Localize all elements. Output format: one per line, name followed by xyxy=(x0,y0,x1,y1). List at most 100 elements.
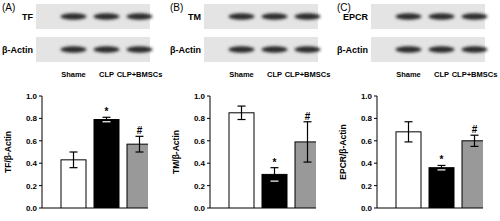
y-tick-label: 0.6 xyxy=(361,137,373,146)
blot-band xyxy=(429,13,455,19)
blot-band xyxy=(295,13,321,19)
blot-band xyxy=(462,13,488,19)
y-tick-label: 0.8 xyxy=(26,114,38,123)
y-tick-label: 0.6 xyxy=(26,137,38,146)
y-tick-label: 1.0 xyxy=(361,92,373,101)
y-axis xyxy=(42,96,43,208)
error-bar xyxy=(271,168,279,181)
bar xyxy=(295,142,316,208)
bars xyxy=(229,106,316,208)
bar xyxy=(429,168,454,208)
blot-label: TF xyxy=(22,12,33,22)
category-label: CLP+BMSCs xyxy=(452,70,498,79)
y-tick-label: 0.8 xyxy=(361,114,373,123)
blot-band xyxy=(396,46,422,52)
y-tick xyxy=(374,140,377,141)
error-bar xyxy=(438,165,446,169)
blot-label: β-Actin xyxy=(2,45,33,55)
y-tick-label: 0.6 xyxy=(194,137,206,146)
y-tick-label: 0.8 xyxy=(194,114,206,123)
error-bar xyxy=(304,122,312,162)
category-label: Shame xyxy=(229,70,254,79)
blot-band xyxy=(61,13,87,19)
significance-mark: # xyxy=(472,124,478,135)
y-tick xyxy=(374,96,377,97)
error-bar xyxy=(405,122,413,142)
y-axis xyxy=(377,96,378,208)
bar xyxy=(94,120,119,208)
y-tick xyxy=(39,140,42,141)
bars xyxy=(61,117,148,208)
y-tick-label: 0.2 xyxy=(361,182,373,191)
y-tick xyxy=(207,208,210,209)
y-tick xyxy=(374,185,377,186)
y-axis-label: TM/β-Actin xyxy=(171,130,181,174)
y-tick-label: 0.2 xyxy=(194,182,206,191)
blot-band xyxy=(127,46,153,52)
error-bar xyxy=(103,117,111,121)
panel-label: (B) xyxy=(170,2,183,13)
y-tick xyxy=(374,118,377,119)
significance-mark: * xyxy=(273,157,277,168)
error-bar xyxy=(70,152,78,168)
blot-label: β-Actin xyxy=(337,45,368,55)
y-tick xyxy=(374,163,377,164)
bar xyxy=(396,132,421,208)
y-tick xyxy=(39,208,42,209)
y-tick-label: 0.0 xyxy=(361,204,373,213)
bar xyxy=(462,141,483,208)
blot-band xyxy=(94,13,120,19)
blot-label: EPCR xyxy=(343,12,369,22)
blot-band xyxy=(229,46,255,52)
blot-band xyxy=(429,46,455,52)
y-tick-label: 1.0 xyxy=(26,92,38,101)
blot-band xyxy=(94,46,120,52)
y-tick xyxy=(374,208,377,209)
y-axis-label: TF/β-Actin xyxy=(3,131,13,173)
y-tick-label: 0.0 xyxy=(26,204,38,213)
significance-mark: * xyxy=(105,106,109,117)
blot-band xyxy=(127,13,153,19)
panel-label: (A) xyxy=(2,2,15,13)
category-label: CLP+BMSCs xyxy=(117,70,163,79)
bar xyxy=(127,144,148,208)
error-bar xyxy=(136,136,144,152)
blot-band xyxy=(229,13,255,19)
y-tick xyxy=(39,163,42,164)
category-label: CLP xyxy=(434,70,449,79)
y-tick xyxy=(39,96,42,97)
category-label: Shame xyxy=(61,70,86,79)
blot-band xyxy=(262,46,288,52)
y-tick xyxy=(207,96,210,97)
blot-label: β-Actin xyxy=(170,45,201,55)
error-bar xyxy=(238,106,246,119)
panel: (C)EPCRβ-ActinShameCLPCLP+BMSCs0.00.20.4… xyxy=(337,2,497,213)
blot-band xyxy=(262,13,288,19)
y-tick-label: 0.2 xyxy=(26,182,38,191)
significance-mark: # xyxy=(305,111,311,122)
y-axis-label: EPCR/β-Actin xyxy=(338,124,348,179)
significance-mark: # xyxy=(137,125,143,136)
y-tick xyxy=(207,140,210,141)
y-tick-label: 0.0 xyxy=(194,204,206,213)
significance-mark: * xyxy=(440,154,444,165)
category-label: Shame xyxy=(396,70,421,79)
y-tick xyxy=(207,118,210,119)
y-tick-label: 0.4 xyxy=(361,159,373,168)
y-tick xyxy=(207,163,210,164)
y-tick xyxy=(39,118,42,119)
figure: (A)TFβ-ActinShameCLPCLP+BMSCs0.00.20.40.… xyxy=(0,0,500,221)
y-axis xyxy=(210,96,211,208)
panel: (B)TMβ-ActinShameCLPCLP+BMSCs0.00.20.40.… xyxy=(170,2,330,213)
blot-band xyxy=(295,46,321,52)
y-tick-label: 0.4 xyxy=(194,159,206,168)
y-tick-label: 1.0 xyxy=(194,92,206,101)
error-bar xyxy=(471,135,479,146)
blot-band xyxy=(396,13,422,19)
y-tick-label: 0.4 xyxy=(26,159,38,168)
bar xyxy=(229,113,254,208)
category-label: CLP+BMSCs xyxy=(285,70,331,79)
y-tick xyxy=(207,185,210,186)
bars xyxy=(396,122,483,208)
category-label: CLP xyxy=(99,70,114,79)
